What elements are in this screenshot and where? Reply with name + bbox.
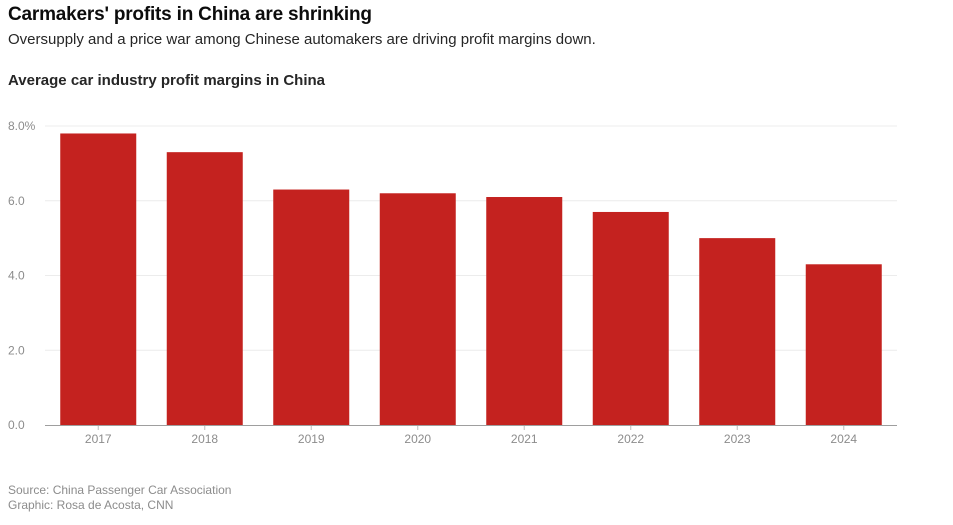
- bar-2021: [486, 197, 563, 425]
- bar-2019: [273, 189, 350, 425]
- bar-2018: [166, 152, 243, 425]
- y-tick-label: 6.0: [8, 194, 25, 208]
- chart-subtitle: Oversupply and a price war among Chinese…: [8, 31, 596, 48]
- y-tick-label: 2.0: [8, 343, 25, 357]
- y-tick-label: 8.0%: [8, 119, 36, 133]
- chart-headline: Carmakers' profits in China are shrinkin…: [8, 4, 372, 25]
- chart-title: Average car industry profit margins in C…: [8, 72, 326, 89]
- x-tick-label: 2021: [511, 432, 538, 446]
- bar-2023: [699, 238, 776, 425]
- graphic-credit: Graphic: Rosa de Acosta, CNN: [8, 498, 174, 512]
- bar-2020: [379, 193, 456, 425]
- bar-2024: [805, 264, 882, 425]
- x-tick-label: 2017: [85, 432, 112, 446]
- bar-2022: [592, 211, 669, 425]
- bar-2017: [60, 133, 137, 425]
- source-note: Source: China Passenger Car Association: [8, 483, 232, 497]
- x-tick-label: 2019: [298, 432, 325, 446]
- x-tick-label: 2018: [191, 432, 218, 446]
- source-credits: Source: China Passenger Car Association …: [8, 483, 231, 513]
- x-tick-label: 2023: [724, 432, 751, 446]
- y-tick-label: 4.0: [8, 269, 25, 283]
- x-tick-label: 2022: [617, 432, 644, 446]
- bar-chart: 0.0 2.0 4.0 6.0 8.0% 2017 2018 2019 2020 2021 2022…: [8, 119, 897, 446]
- y-tick-label: 0.0: [8, 418, 25, 432]
- x-tick-label: 2024: [830, 432, 857, 446]
- x-tick-label: 2020: [404, 432, 431, 446]
